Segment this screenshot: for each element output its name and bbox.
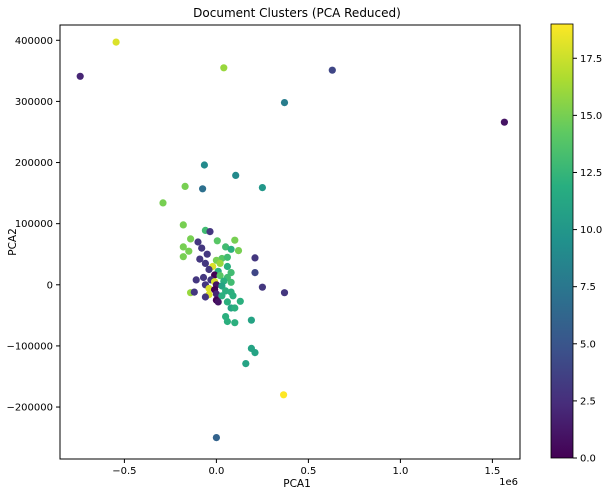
data-point [201,259,209,267]
data-point [196,255,204,263]
data-point [218,292,226,300]
data-point [179,253,187,261]
data-point [213,237,221,245]
y-tick-label: −100000 [6,341,53,352]
data-point [214,298,222,306]
data-point [198,244,206,252]
colorbar [550,23,574,459]
data-point [258,283,266,291]
colorbar-tick-label: 17.5 [580,54,602,65]
data-point [205,284,213,293]
y-tick-label: −200000 [6,403,53,414]
data-point [190,288,198,296]
y-tick-label: 100000 [15,219,53,230]
data-point [199,185,207,193]
data-point [212,290,220,298]
data-point [280,99,289,107]
data-point [231,236,239,244]
colorbar-tick-label: 7.5 [580,282,596,293]
data-point [187,235,195,243]
data-point [231,304,239,312]
data-point [280,289,289,297]
y-tick-label: 200000 [15,158,53,169]
data-point [201,293,209,301]
colorbar-tick-label: 12.5 [580,168,602,179]
x-scale-label: 1e6 [499,477,518,488]
data-point [232,171,240,179]
data-point [220,64,228,72]
colorbar-tick-label: 10.0 [580,225,602,236]
y-tick-label: 300000 [15,97,53,108]
x-tick-label: 1.0 [392,466,408,477]
data-point [227,245,235,253]
x-axis-label: PCA1 [283,478,311,490]
data-point [251,254,259,262]
data-point [216,272,224,280]
data-point [280,391,288,399]
data-point [258,184,266,192]
data-point [247,316,255,324]
data-point [500,118,508,126]
data-point [185,247,193,255]
colorbar-tick-label: 15.0 [580,111,602,122]
data-point [222,287,230,295]
data-point [251,349,259,357]
colorbar-axis: 0.0 2.5 5.0 7.5 10.0 12.5 15.0 17.5 [573,54,602,465]
data-point [199,273,208,282]
data-point [112,38,120,46]
x-axis: −0.5 0.0 0.5 1.0 1.5 [112,459,500,477]
data-point [227,269,235,277]
data-point [192,276,200,284]
data-point [194,238,202,246]
data-point [205,265,213,274]
y-axis-label: PCA2 [7,228,19,256]
x-tick-label: 0.0 [208,466,224,477]
data-point [212,434,220,442]
data-point [328,66,336,74]
colorbar-tick-label: 5.0 [580,339,596,350]
x-tick-label: 0.5 [300,466,316,477]
x-tick-label: −0.5 [112,466,136,477]
data-point [216,259,224,267]
colorbar-tick-label: 2.5 [580,396,596,407]
data-point [234,247,243,255]
plot-frame [59,24,521,460]
data-point [76,72,84,80]
data-point [179,221,187,229]
data-point [203,250,211,258]
data-point [218,282,226,290]
data-point [242,360,250,368]
y-tick-label: 400000 [15,36,53,47]
y-axis: −200000 −100000 0 100000 200000 300000 400000 [6,36,60,414]
chart-title: Document Clusters (PCA Reduced) [193,6,401,20]
data-point [206,228,214,236]
colorbar-tick-label: 0.0 [580,454,596,465]
y-tick-label: 0 [47,280,53,291]
data-point [251,269,259,277]
data-point [227,278,235,286]
data-point [223,262,231,271]
data-point [222,243,230,251]
data-point [181,182,189,190]
data-point [236,297,244,305]
data-point [223,253,231,261]
data-point [223,317,231,326]
data-point [229,292,237,300]
data-point [211,271,219,279]
points-layer [76,38,508,442]
data-point [223,298,231,306]
data-point [231,319,239,327]
data-point [159,199,167,207]
data-point [200,161,208,169]
x-tick-label: 1.5 [484,466,500,477]
data-point [179,243,187,251]
